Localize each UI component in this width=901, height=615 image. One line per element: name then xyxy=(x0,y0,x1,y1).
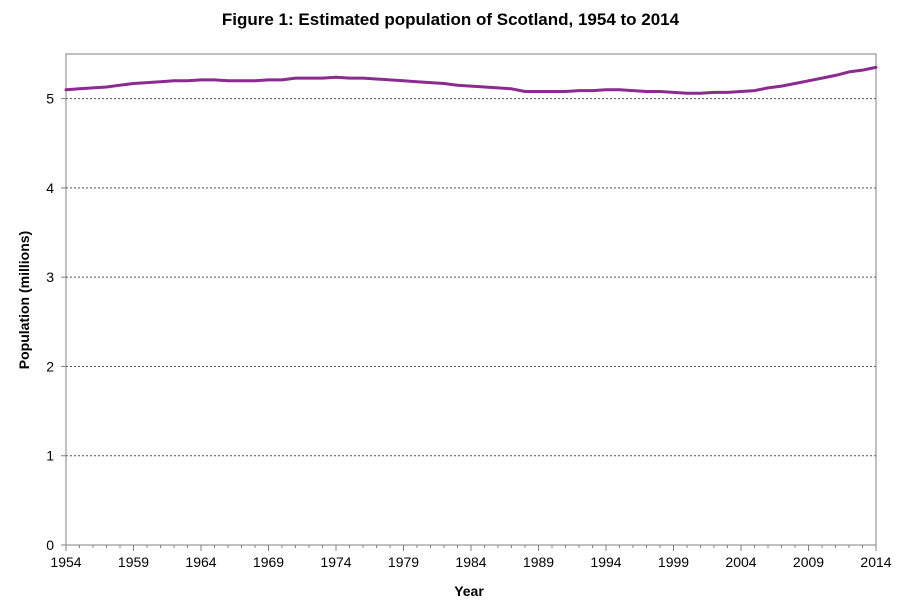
x-tick-label: 1969 xyxy=(253,554,284,570)
x-tick-label: 1979 xyxy=(388,554,419,570)
x-tick-label: 1994 xyxy=(590,554,621,570)
x-tick-label: 1959 xyxy=(118,554,149,570)
x-tick-label: 1974 xyxy=(320,554,351,570)
axis-ticks xyxy=(61,98,877,551)
y-tick-label: 0 xyxy=(46,537,54,553)
tick-labels: 0 1 2 3 4 5 1954 1959 1964 1969 1974 1979 1984 1989 19… xyxy=(46,91,892,570)
x-tick-label: 1989 xyxy=(523,554,554,570)
y-tick-label: 1 xyxy=(46,448,54,464)
x-tick-label: 2009 xyxy=(793,554,824,570)
gridlines xyxy=(66,98,876,457)
x-axis-title: Year xyxy=(454,583,484,599)
x-tick-label: 1964 xyxy=(185,554,216,570)
x-tick-label: 2004 xyxy=(725,554,756,570)
x-tick-label: 1999 xyxy=(658,554,689,570)
y-tick-label: 4 xyxy=(46,180,54,196)
x-tick-label: 2014 xyxy=(860,554,891,570)
y-tick-label: 2 xyxy=(46,358,54,374)
y-tick-label: 5 xyxy=(46,91,54,107)
plot-area-frame xyxy=(65,53,877,546)
population-series-line xyxy=(64,65,878,95)
x-tick-label: 1954 xyxy=(50,554,81,570)
y-tick-label: 3 xyxy=(46,269,54,285)
x-tick-label: 1984 xyxy=(455,554,486,570)
y-axis-title: Population (millions) xyxy=(16,231,32,369)
chart-title: Figure 1: Estimated population of Scotla… xyxy=(221,10,680,29)
